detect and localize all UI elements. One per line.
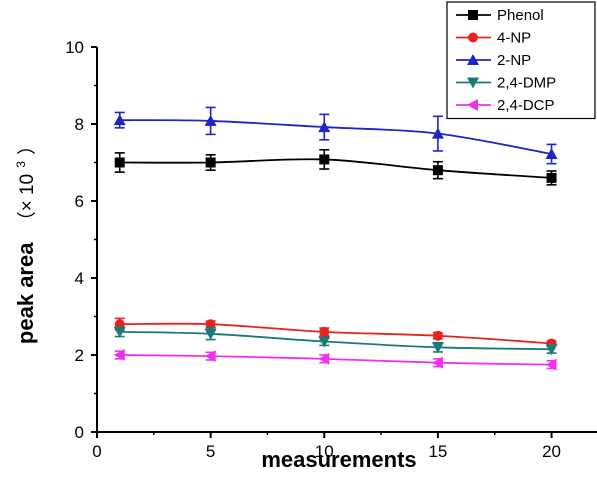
data-point-2-4-dcp: [113, 349, 125, 361]
legend-marker-phenol: [468, 10, 478, 20]
legend-label-phenol: Phenol: [497, 7, 544, 24]
y-axis-title-exponent: 3: [14, 161, 28, 168]
y-tick-label: 4: [75, 269, 84, 288]
data-point-4-np: [205, 319, 216, 330]
data-point-2-4-dcp: [204, 350, 216, 363]
data-point-2-np: [431, 127, 444, 139]
data-point-2-np: [204, 114, 217, 126]
data-point-2-4-dcp: [318, 352, 330, 365]
legend-marker-2-4-dcp: [467, 99, 478, 111]
y-tick-label: 10: [65, 38, 84, 57]
x-axis-title: measurements: [261, 447, 416, 472]
data-point-2-4-dmp: [113, 326, 126, 338]
series-line-2-np: [119, 119, 552, 155]
data-point-2-4-dmp: [204, 328, 217, 340]
legend: Phenol 4-NP 2-NP 2,4-DMP 2,4-DCP: [446, 1, 596, 120]
x-tick-label: 15: [428, 442, 447, 461]
data-point-2-4-dcp: [431, 356, 443, 369]
data-point-2-4-dmp: [431, 342, 444, 354]
data-point-2-np: [318, 121, 331, 133]
plot-area: 0 5 10 15 20 0 2 4 6 8 10: [65, 38, 597, 461]
legend-label-2-np: 2-NP: [497, 52, 531, 69]
legend-label-2-4-dcp: 2,4-DCP: [497, 97, 555, 114]
data-point-2-np: [113, 114, 126, 126]
data-point-phenol: [319, 154, 330, 165]
y-tick-label: 0: [75, 423, 84, 442]
series-line-2-4-dmp: [119, 331, 552, 351]
x-tick-label: 5: [206, 442, 215, 461]
y-tick-label: 2: [75, 346, 84, 365]
y-axis-title: peak area （× 10 3 ）: [5, 136, 38, 344]
x-tick-label: 10: [315, 442, 334, 461]
data-point-phenol: [114, 157, 125, 168]
data-point-4-np: [319, 326, 330, 337]
y-tick-label: 6: [75, 192, 84, 211]
y-tick-label: 8: [75, 115, 84, 134]
data-point-2-np: [545, 148, 558, 160]
series-line-2-4-dcp: [119, 354, 552, 366]
legend-marker-2-4-dmp: [467, 77, 479, 89]
x-tick-label: 0: [92, 442, 101, 461]
data-point-2-4-dcp: [545, 358, 557, 371]
series-line-phenol: [119, 158, 552, 179]
legend-label-2-4-dmp: 2,4-DMP: [497, 75, 556, 92]
data-point-phenol: [546, 172, 557, 183]
data-point-4-np: [432, 330, 443, 341]
data-point-phenol: [432, 165, 443, 176]
legend-marker-4-np: [468, 32, 478, 43]
data-point-phenol: [205, 157, 216, 168]
data-point-2-4-dmp: [318, 336, 331, 348]
x-tick-label: 20: [542, 442, 561, 461]
y-axis-title-main: peak area: [13, 242, 38, 344]
data-point-2-4-dmp: [545, 344, 558, 356]
y-axis-title-unit: （× 10: [16, 174, 38, 231]
legend-marker-2-np: [467, 54, 479, 65]
legend-label-4-np: 4-NP: [497, 30, 531, 47]
y-axis-title-close: ）: [16, 136, 38, 155]
